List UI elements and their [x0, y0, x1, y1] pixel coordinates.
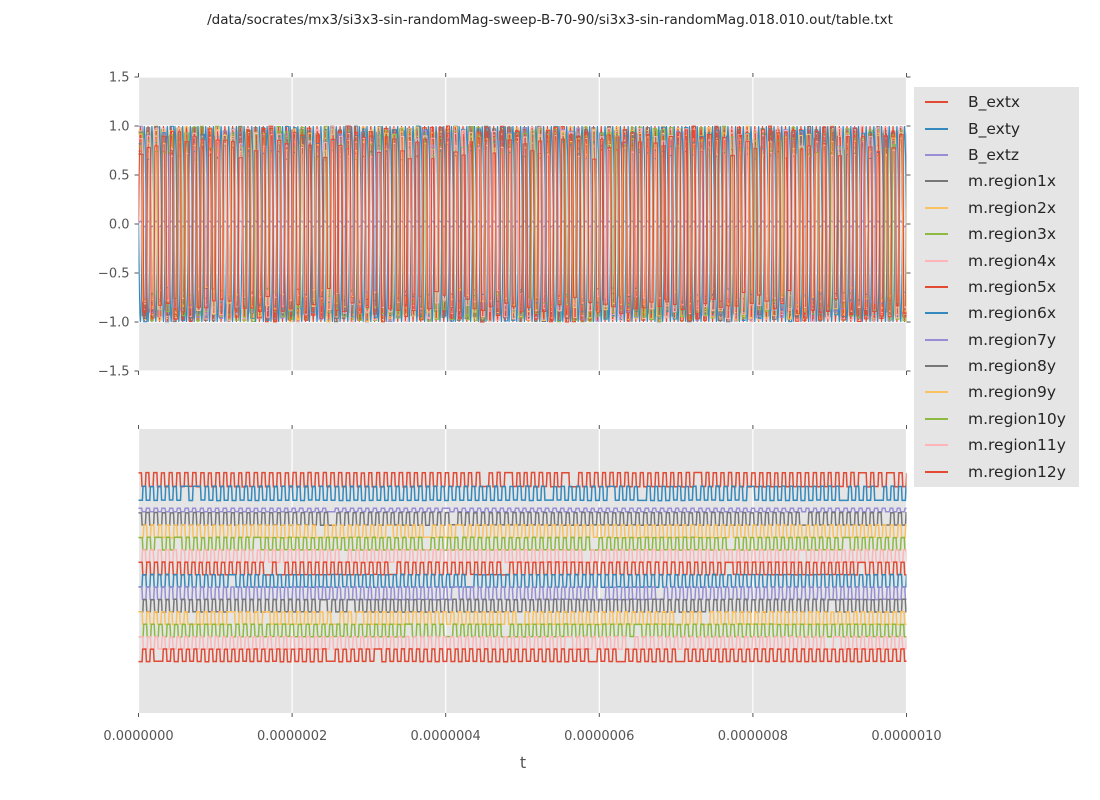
legend-entry-m.region6x: m.region6x — [914, 301, 1079, 325]
legend-line-swatch — [925, 417, 948, 420]
bottom-series-m.region3x — [138, 536, 907, 551]
bottom-series-m.region2x — [138, 524, 907, 539]
x-tick-label: 0.0000008 — [718, 729, 788, 744]
legend-label: m.region2x — [968, 198, 1057, 217]
bottom-series-m.region1x — [138, 511, 907, 527]
legend-entry-m.region2x: m.region2x — [914, 196, 1079, 220]
legend-line-swatch — [925, 259, 948, 262]
x-tick-label: 0.0000004 — [411, 729, 481, 744]
y-tick-label: 0.0 — [109, 218, 130, 233]
legend-line-swatch — [925, 206, 948, 209]
y-tick-label: −1.5 — [98, 365, 130, 380]
legend-label: m.region7y — [968, 330, 1057, 349]
legend-line-swatch — [925, 365, 948, 368]
legend-label: m.region10y — [968, 409, 1066, 428]
top-series-m.region12y — [138, 125, 907, 323]
legend-line-swatch — [925, 470, 948, 473]
legend-line-swatch — [925, 391, 948, 394]
legend-line-swatch — [925, 101, 948, 104]
legend-entry-m.region8y: m.region8y — [914, 354, 1079, 378]
legend-line-swatch — [925, 338, 948, 341]
legend-line-swatch — [925, 312, 948, 315]
legend-label: m.region5x — [968, 277, 1057, 296]
legend-label: m.region8y — [968, 357, 1057, 376]
x-tick-label: 0.0000010 — [871, 729, 941, 744]
legend-entry-m.region12y: m.region12y — [914, 460, 1079, 484]
y-tick-label: −1.0 — [98, 316, 130, 331]
legend-entry-m.region4x: m.region4x — [914, 249, 1079, 273]
bottom-series-m.region11y — [138, 635, 907, 651]
x-axis-label: t — [519, 753, 527, 772]
top-series-m.region7y — [138, 125, 907, 323]
legend-entry-m.region10y: m.region10y — [914, 407, 1079, 431]
legend-entry-m.region3x: m.region3x — [914, 222, 1079, 246]
y-tick-label: 0.5 — [109, 169, 130, 184]
bottom-series-m.region7y — [138, 586, 907, 601]
tick-marks — [134, 73, 911, 717]
legend-label: m.region4x — [968, 251, 1057, 270]
x-tick-label: 0.0000002 — [257, 729, 327, 744]
legend-entry-m.region7y: m.region7y — [914, 328, 1079, 352]
legend-label: B_extx — [968, 93, 1021, 112]
bottom-series-m.region4x — [138, 548, 907, 564]
legend-entry-B_exty: B_exty — [914, 117, 1079, 141]
tick-labels: 0.0000000 0.0000002 0.0000004 0.0000006 0.00… — [98, 71, 942, 745]
y-tick-label: 1.5 — [109, 71, 130, 86]
x-tick-label: 0.0000000 — [103, 729, 173, 744]
legend-label: m.region6x — [968, 304, 1057, 323]
legend-line-swatch — [925, 444, 948, 447]
legend-line-swatch — [925, 285, 948, 288]
bottom-series-m.region5x — [138, 561, 907, 576]
bottom-series-m.region12y — [138, 648, 907, 663]
legend-entry-m.region9y: m.region9y — [914, 380, 1079, 404]
y-tick-label: −0.5 — [98, 267, 130, 282]
legend-label: m.region12y — [968, 462, 1066, 481]
legend-line-swatch — [925, 127, 948, 130]
bottom-series-B_extx — [138, 471, 907, 488]
bottom-series-m.region9y — [138, 610, 907, 626]
legend-line-swatch — [925, 180, 948, 183]
legend-label: B_extz — [968, 145, 1020, 164]
bottom-plot-series — [138, 471, 907, 663]
y-tick-label: 1.0 — [109, 120, 130, 135]
legend-label: m.region9y — [968, 383, 1057, 402]
x-tick-label: 0.0000006 — [564, 729, 634, 744]
legend-entry-m.region11y: m.region11y — [914, 433, 1079, 457]
legend-entry-m.region1x: m.region1x — [914, 169, 1079, 193]
legend-label: m.region1x — [968, 172, 1057, 191]
legend: B_extx B_exty B_extz m.region1x m.region2x m.… — [914, 87, 1079, 487]
legend-entry-B_extz: B_extz — [914, 143, 1079, 167]
top-plot-series — [138, 125, 907, 323]
legend-label: B_exty — [968, 119, 1021, 138]
legend-line-swatch — [925, 233, 948, 236]
legend-label: m.region3x — [968, 225, 1057, 244]
bottom-series-B_exty — [138, 485, 907, 502]
figure-title: /data/socrates/mx3/si3x3-sin-randomMag-s… — [207, 12, 893, 28]
legend-label: m.region11y — [968, 436, 1066, 455]
legend-entry-m.region5x: m.region5x — [914, 275, 1079, 299]
legend-entry-B_extx: B_extx — [914, 90, 1079, 114]
legend-line-swatch — [925, 153, 948, 156]
